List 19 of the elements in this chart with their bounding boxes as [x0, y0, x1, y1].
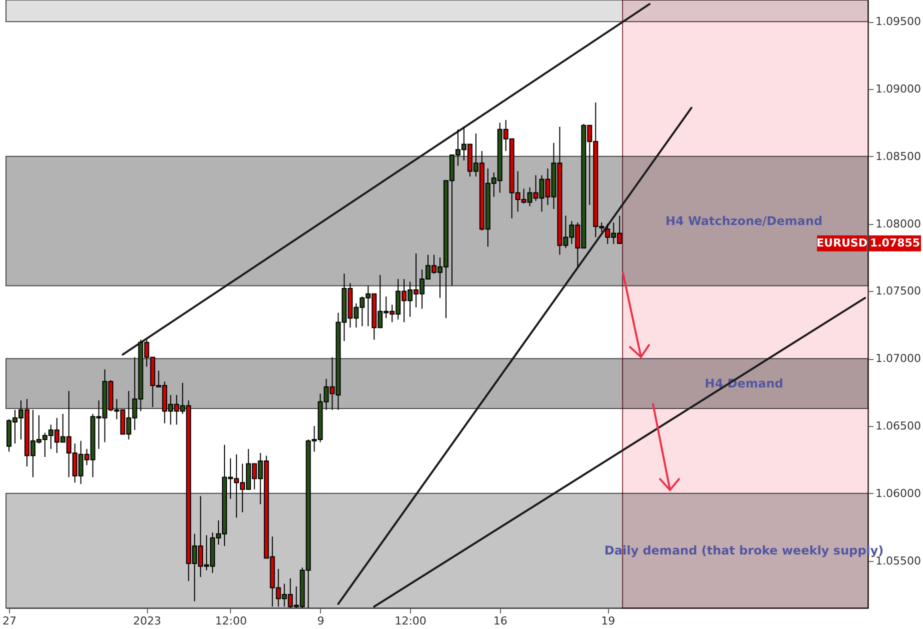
y-tick-label: 1.09500 [876, 15, 921, 28]
x-tick-label: 9 [317, 614, 324, 628]
text: 1.07855 [870, 236, 920, 250]
x-tick-label: 19 [601, 614, 616, 628]
x-tick-label: 2023 [133, 614, 162, 628]
x-tick-label: 12:00 [215, 614, 247, 628]
y-tick-label: 1.06000 [876, 486, 921, 500]
annotation: EURUSD [816, 236, 868, 250]
band-label: H4 Demand [704, 376, 784, 391]
y-tick-label: 1.08500 [876, 150, 921, 163]
y-tick-label: 1.07000 [876, 352, 921, 366]
x-tick-label: 16 [493, 614, 508, 628]
band-label: H4 Watchzone/Demand [666, 214, 822, 228]
y-tick-label: 1.06500 [876, 420, 921, 433]
x-tick-label: 27 [2, 614, 16, 628]
x-tick-label: 12:00 [394, 614, 426, 628]
y-tick-label: 1.08000 [876, 217, 921, 230]
y-tick-label: 1.09000 [876, 82, 921, 96]
y-tick-label: 1.07500 [876, 284, 921, 298]
